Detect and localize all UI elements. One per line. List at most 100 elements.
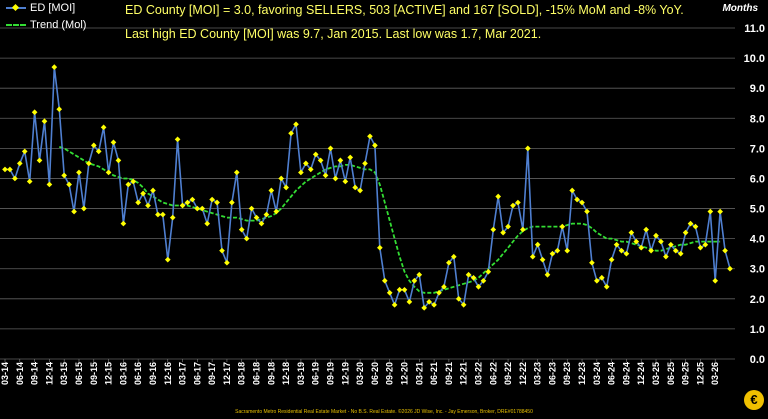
x-tick-label: 09-24 <box>621 362 631 385</box>
x-tick-label: 03-25 <box>651 362 661 385</box>
y-tick-label: 3.0 <box>750 264 765 276</box>
x-tick-label: 12-16 <box>163 362 173 385</box>
legend-swatch-trend <box>6 20 26 30</box>
moi-point <box>352 184 359 191</box>
x-tick-label: 06-22 <box>488 362 498 385</box>
moi-point <box>307 166 314 173</box>
x-tick-label: 12-22 <box>518 362 528 385</box>
moi-point <box>229 199 235 206</box>
moi-point <box>441 283 447 290</box>
moi-point <box>465 271 472 278</box>
moi-point <box>194 205 201 212</box>
moi-point <box>312 151 319 158</box>
moi-point <box>298 169 304 176</box>
moi-point <box>209 196 215 203</box>
moi-point <box>224 259 230 266</box>
moi-point <box>559 223 566 230</box>
x-tick-label: 03-18 <box>237 362 247 385</box>
moi-point <box>495 193 502 200</box>
moi-point <box>41 118 48 125</box>
moi-point <box>529 253 536 260</box>
x-tick-label: 09-20 <box>385 362 395 385</box>
moi-point <box>115 157 122 164</box>
x-tick-label: 06-25 <box>666 362 676 385</box>
moi-point <box>155 211 161 218</box>
moi-point <box>303 160 309 167</box>
headline-current-moi: ED County [MOI] = 3.0, favoring SELLERS,… <box>125 3 684 17</box>
moi-point <box>26 178 33 185</box>
moi-point <box>16 160 23 167</box>
moi-point <box>717 208 723 215</box>
x-tick-label: 03-24 <box>592 362 602 385</box>
moi-point <box>446 259 452 266</box>
moi-point <box>125 181 132 188</box>
moi-point <box>160 211 166 218</box>
moi-point <box>401 286 408 293</box>
moi-point <box>396 286 403 293</box>
x-tick-label: 09-16 <box>148 362 158 385</box>
moi-point <box>391 302 398 308</box>
moi-point <box>248 205 255 212</box>
moi-point <box>105 169 112 176</box>
moi-point <box>258 220 265 227</box>
moi-point <box>722 247 728 254</box>
moi-point <box>332 175 339 182</box>
moi-point <box>46 181 53 188</box>
moi-point <box>362 160 368 167</box>
moi-point <box>169 214 176 221</box>
moi-point <box>268 187 275 194</box>
moi-point <box>204 220 211 227</box>
moi-point <box>569 187 576 194</box>
moi-point <box>51 64 58 70</box>
x-tick-label: 06-19 <box>311 362 321 385</box>
x-tick-label: 12-23 <box>577 362 587 385</box>
moi-point <box>505 223 511 230</box>
moi-point <box>455 296 462 302</box>
legend-swatch-moi <box>6 3 26 13</box>
moi-point <box>100 124 107 131</box>
moi-point <box>317 157 324 164</box>
x-tick-label: 03-22 <box>473 362 483 385</box>
moi-point <box>219 247 225 254</box>
moi-point <box>460 301 467 308</box>
x-tick-label: 03-17 <box>178 362 188 385</box>
x-tick-label: 09-23 <box>562 362 572 385</box>
legend-label-moi: ED [MOI] <box>30 2 76 14</box>
moi-point <box>76 169 82 176</box>
moi-point <box>327 145 334 152</box>
y-tick-label: 2.0 <box>750 294 765 306</box>
x-tick-label: 03-21 <box>414 362 424 385</box>
moi-point <box>520 226 526 233</box>
moi-point <box>253 214 260 221</box>
moi-point <box>603 283 610 290</box>
moi-point <box>347 154 354 161</box>
moi-point <box>56 106 63 113</box>
moi-point <box>71 208 77 215</box>
y-tick-label: 5.0 <box>750 204 765 216</box>
x-tick-label: 03-26 <box>710 362 720 385</box>
moi-point <box>243 235 250 242</box>
moi-point <box>524 145 531 152</box>
moi-point <box>263 211 270 218</box>
moi-point <box>643 226 649 233</box>
x-tick-label: 03-15 <box>59 362 69 385</box>
moi-point <box>214 199 220 206</box>
y-tick-label: 8.0 <box>750 113 765 125</box>
moi-point <box>110 139 117 146</box>
moi-point <box>608 256 615 263</box>
y-tick-label: 4.0 <box>750 234 765 246</box>
x-tick-label: 12-21 <box>459 362 469 385</box>
moi-point <box>564 247 571 254</box>
moi-point <box>31 109 38 116</box>
x-tick-label: 03-16 <box>118 362 128 385</box>
moi-point <box>416 271 423 278</box>
x-tick-label: 12-24 <box>636 362 646 385</box>
moi-point <box>322 172 329 179</box>
moi-point <box>480 277 487 284</box>
y-tick-label: 1.0 <box>750 324 765 336</box>
moi-point <box>150 187 156 194</box>
footer-credit: Sacramento Metro Residential Real Estate… <box>235 409 533 415</box>
moi-point <box>357 187 363 194</box>
moi-point <box>120 220 127 227</box>
